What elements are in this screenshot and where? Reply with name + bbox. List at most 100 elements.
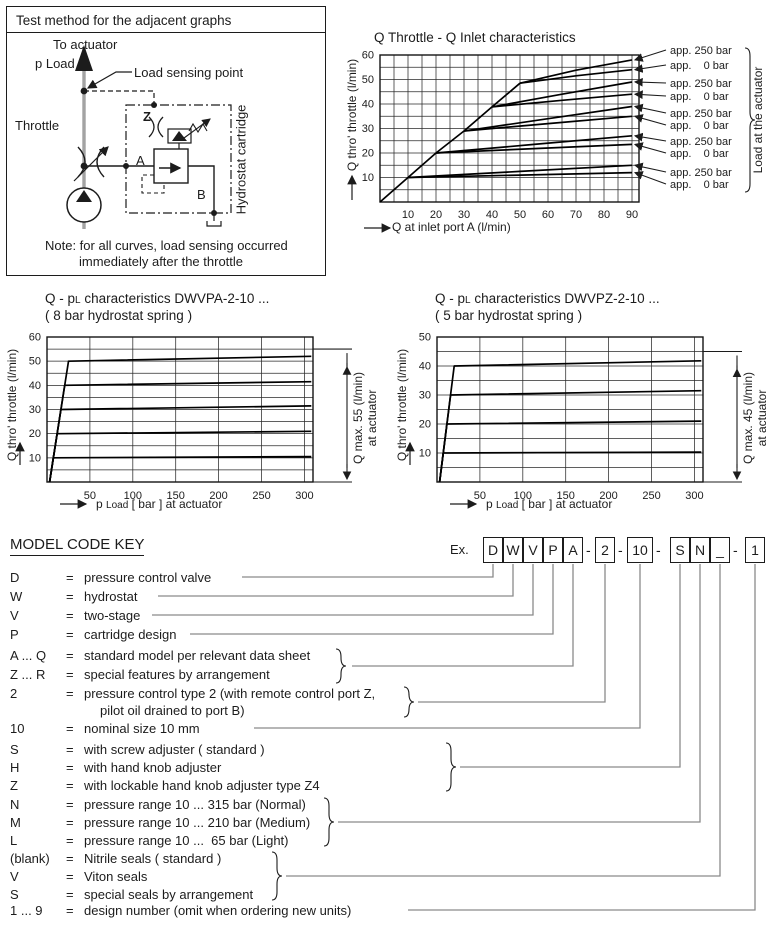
model-code-row-eq: = bbox=[66, 648, 74, 663]
qmax-annotation bbox=[703, 350, 742, 483]
svg-text:90: 90 bbox=[626, 209, 638, 221]
svg-text:50: 50 bbox=[84, 490, 96, 502]
code-box-A: A bbox=[563, 537, 583, 563]
series-branch-30-l-min-0-bar bbox=[463, 115, 633, 132]
tank-symbol bbox=[206, 221, 222, 227]
model-code-row-eq: = bbox=[66, 667, 74, 682]
series-branch-30-l-min-250-bar bbox=[463, 105, 633, 132]
leader-line bbox=[460, 564, 681, 768]
model-code-row-eq: = bbox=[66, 815, 74, 830]
test-method-title: Test method for the adjacent graphs bbox=[7, 7, 325, 33]
chart-a-xlabel: Q at inlet port A (l/min) bbox=[392, 220, 511, 234]
legend-brace bbox=[744, 47, 756, 193]
series-branch-10-l-min-0-bar bbox=[407, 171, 633, 179]
model-code-row-code: P bbox=[10, 627, 19, 642]
model-code-row-code: 2 bbox=[10, 686, 18, 701]
chart-a-title: Q Throttle - Q Inlet characteristics bbox=[374, 30, 576, 45]
junction-dot bbox=[123, 163, 129, 169]
model-code-row-eq: = bbox=[66, 760, 74, 775]
code-box-S: S bbox=[670, 537, 690, 563]
svg-text:app. 250 bar: app. 250 bar bbox=[670, 45, 732, 57]
dwvpa-chart-svg: 50 100 150 200 250 300 10 20 30 40 50 60 bbox=[15, 332, 352, 509]
throttle-label: Throttle bbox=[15, 118, 60, 133]
note-line1: Note: for all curves, load sensing occur… bbox=[45, 238, 288, 253]
z-orifice-symbol bbox=[148, 116, 155, 138]
curve-series bbox=[438, 359, 702, 483]
model-code-row-text: pressure range 10 ... 210 bar (Medium) bbox=[84, 815, 311, 830]
svg-text:20: 20 bbox=[419, 419, 431, 431]
svg-text:app. 0 bar: app. 0 bar bbox=[670, 179, 729, 191]
svg-text:10: 10 bbox=[29, 452, 41, 464]
svg-text:100: 100 bbox=[514, 490, 532, 502]
svg-text:100: 100 bbox=[124, 490, 142, 502]
qmax-annotation bbox=[313, 348, 352, 483]
series-branch-10-l-min-250-bar bbox=[407, 164, 633, 179]
pilot-line-dashed bbox=[141, 174, 165, 194]
leader-line bbox=[408, 564, 756, 911]
code-box-N: N bbox=[690, 537, 710, 563]
model-code-row-eq: = bbox=[66, 903, 74, 918]
model-code-heading: MODEL CODE KEY bbox=[10, 536, 145, 556]
plot-grid bbox=[437, 337, 703, 482]
svg-text:app. 250 bar: app. 250 bar bbox=[670, 108, 732, 120]
svg-text:app. 0 bar: app. 0 bar bbox=[670, 91, 729, 103]
model-code-row-text: with hand knob adjuster bbox=[84, 760, 222, 775]
chart-c-xlabel: p Load [ bar ] at actuator bbox=[486, 497, 613, 511]
svg-text:40: 40 bbox=[419, 361, 431, 373]
code-box-10: 10 bbox=[627, 537, 653, 563]
svg-text:20: 20 bbox=[362, 148, 374, 160]
series-branch-20-l-min-0-bar bbox=[435, 143, 633, 154]
series-branch-40-l-min-250-bar bbox=[491, 81, 633, 108]
model-code-leader-lines bbox=[152, 564, 756, 911]
model-code-row-eq: = bbox=[66, 570, 74, 585]
z-orifice-symbol bbox=[157, 116, 164, 138]
chart-b-title: Q - pL characteristics DWVPA-2-10 ... bbox=[45, 291, 270, 306]
model-code-row-text2: pilot oil drained to port B) bbox=[100, 703, 245, 718]
svg-text:60: 60 bbox=[542, 209, 554, 221]
spring-adjust-arrow bbox=[183, 118, 211, 139]
chart-b-annotation: Q max. 55 (l/min) at actuator bbox=[351, 372, 379, 465]
chart-a-bracket-label: Load at the actuator bbox=[751, 66, 765, 174]
leader-line bbox=[352, 564, 574, 667]
model-code-row-eq: = bbox=[66, 627, 74, 642]
svg-text:200: 200 bbox=[599, 490, 617, 502]
svg-text:50: 50 bbox=[29, 356, 41, 368]
junction-dot bbox=[80, 162, 88, 170]
series-10-l-min-setting bbox=[48, 455, 312, 483]
series-50-l-min-setting bbox=[48, 355, 312, 483]
to-actuator-arrow bbox=[75, 45, 93, 71]
group-brace bbox=[271, 851, 283, 901]
leader-line bbox=[254, 564, 641, 729]
model-code-row-text: nominal size 10 mm bbox=[84, 721, 200, 736]
dwvpz-chart-svg: 50 100 150 200 250 300 10 20 30 40 50 bbox=[405, 332, 742, 509]
group-brace bbox=[403, 686, 415, 718]
model-code-row-eq: = bbox=[66, 833, 74, 848]
model-code-row-code: D bbox=[10, 570, 20, 585]
svg-text:250: 250 bbox=[252, 490, 270, 502]
hydrostat-valve bbox=[153, 148, 189, 184]
code-box-P: P bbox=[543, 537, 563, 563]
model-code-row-text: with lockable hand knob adjuster type Z4 bbox=[84, 778, 320, 793]
model-code-row-eq: = bbox=[66, 778, 74, 793]
code-box-V: V bbox=[523, 537, 543, 563]
model-code-row-code: N bbox=[10, 797, 20, 812]
code-separator: - bbox=[586, 542, 591, 558]
curve-series bbox=[379, 59, 633, 203]
svg-text:50: 50 bbox=[362, 74, 374, 86]
svg-text:40: 40 bbox=[362, 99, 374, 111]
model-code-row-code: H bbox=[10, 760, 20, 775]
series-branch-20-l-min-250-bar bbox=[435, 134, 633, 154]
model-code-row-text: special seals by arrangement bbox=[84, 887, 254, 902]
pump-flow-triangle bbox=[76, 190, 92, 202]
svg-text:app. 0 bar: app. 0 bar bbox=[670, 120, 729, 132]
pump-symbol bbox=[66, 187, 102, 223]
port-b-label: B bbox=[197, 187, 206, 202]
port-a-label: A bbox=[136, 153, 145, 168]
model-code-row-eq: = bbox=[66, 721, 74, 736]
leader-line bbox=[286, 564, 721, 877]
leader-line bbox=[242, 564, 494, 578]
model-code-row-text: pressure control valve bbox=[84, 570, 212, 585]
svg-text:50: 50 bbox=[419, 332, 431, 344]
q-throttle-q-inlet-chart-svg: 10 20 30 40 50 60 70 80 90 10 20 30 40 50 60 app. 250 b… bbox=[347, 45, 756, 233]
